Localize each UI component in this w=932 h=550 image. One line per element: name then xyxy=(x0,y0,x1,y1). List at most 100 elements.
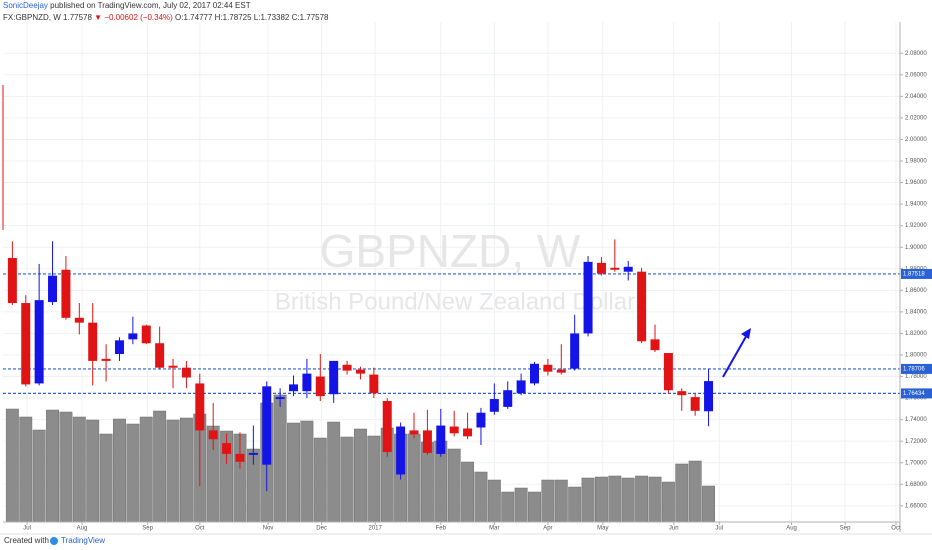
x-tick-label: Jul xyxy=(715,526,723,532)
header-line-2: FX:GBPNZD, W 1.77578 ▼ −0.00602 (−0.34%)… xyxy=(3,13,329,22)
x-tick-label: Aug xyxy=(77,526,88,532)
x-tick-label: Apr xyxy=(543,526,552,532)
volume-bar xyxy=(300,420,314,523)
candle-body xyxy=(195,383,205,431)
candle-body xyxy=(48,275,58,303)
volume-bar xyxy=(19,416,33,523)
ohlc: O:1.74777 H:1.78725 L:1.73382 C:1.77578 xyxy=(175,13,329,22)
volume-bar xyxy=(32,429,46,523)
candle-body xyxy=(208,430,218,440)
candle-body xyxy=(74,317,84,323)
candle-body xyxy=(315,376,325,397)
volume-bar xyxy=(554,479,568,523)
candle-body xyxy=(155,343,165,368)
candle-body xyxy=(128,333,138,340)
y-tick-label: 1.96000 xyxy=(905,180,927,186)
published: published on TradingView.com, July 02, 2… xyxy=(50,1,251,10)
level-label: 1.78706 xyxy=(903,366,925,372)
candle-body xyxy=(21,303,31,385)
volume-bar xyxy=(635,475,649,523)
candle-body xyxy=(302,373,312,392)
candle-body xyxy=(596,262,606,274)
y-tick-label: 1.90000 xyxy=(905,245,927,251)
volume-bar xyxy=(581,477,595,523)
x-tick-label: Nov xyxy=(263,526,274,532)
y-tick-label: 2.00000 xyxy=(905,137,927,143)
volume-bar xyxy=(367,435,381,523)
volume-bar xyxy=(327,421,341,523)
volume-layer xyxy=(5,394,715,523)
y-tick-label: 1.86000 xyxy=(905,288,927,294)
volume-bar xyxy=(46,409,59,523)
candle-body xyxy=(623,266,633,272)
level-label: 1.76434 xyxy=(903,391,925,397)
candle-body xyxy=(101,358,111,361)
y-tick-label: 2.04000 xyxy=(905,94,927,100)
watermark-name: British Pound/New Zealand Dollar xyxy=(275,288,635,315)
candle-body xyxy=(476,412,486,428)
watermark-symbol: GBPNZD, W xyxy=(320,225,581,277)
volume-bar xyxy=(179,417,193,523)
y-tick-label: 1.84000 xyxy=(905,309,927,315)
volume-bar xyxy=(661,481,675,523)
candle-body xyxy=(114,340,124,355)
volume-bar xyxy=(99,433,113,523)
volume-bar xyxy=(126,423,140,523)
y-tick-label: 1.74000 xyxy=(905,417,927,423)
axis-labels: 1.66000 1.68000 1.70000 1.72000 1.74000 1.760… xyxy=(23,51,932,532)
author-link[interactable]: SonicDeejay xyxy=(3,1,48,10)
candle-body xyxy=(88,322,98,361)
candle-body xyxy=(275,397,285,400)
y-tick-label: 1.92000 xyxy=(905,223,927,229)
candle-body xyxy=(409,430,419,435)
candle-body xyxy=(235,453,245,462)
volume-bar xyxy=(675,463,689,523)
candle-body xyxy=(530,363,540,384)
candles-layer xyxy=(7,239,714,492)
candle-body xyxy=(583,261,593,334)
volume-bar xyxy=(621,477,635,523)
candle-body xyxy=(489,399,499,412)
volume-bar xyxy=(139,416,153,523)
arrow-shaft xyxy=(722,332,749,378)
volume-bar xyxy=(702,485,715,523)
candle-body xyxy=(61,269,71,318)
volume-bar xyxy=(153,410,167,523)
candle-body xyxy=(396,426,406,475)
logo xyxy=(50,537,58,545)
candle-body xyxy=(704,381,714,412)
footer-brand[interactable]: TradingView xyxy=(61,536,105,545)
candle-body xyxy=(248,452,258,455)
candle-body xyxy=(422,430,432,453)
volume-bar xyxy=(528,491,541,523)
change: ▼ −0.00602 (−0.34%) xyxy=(94,13,173,22)
footer-created: Created with xyxy=(4,536,49,545)
header-line-1: SonicDeejay published on TradingView.com… xyxy=(3,1,251,10)
volume-bar xyxy=(113,418,126,523)
candle-body xyxy=(289,384,299,392)
x-tick-label: Mar xyxy=(489,526,499,532)
candle-body xyxy=(663,353,673,391)
volume-bar xyxy=(59,411,73,523)
level-tag xyxy=(901,268,932,279)
y-tick-label: 1.78000 xyxy=(905,374,927,380)
volume-bar xyxy=(474,471,488,523)
level-label: 1.87518 xyxy=(903,272,925,278)
volume-bar xyxy=(72,416,86,523)
candle-body xyxy=(382,400,392,452)
volume-bar xyxy=(340,436,354,523)
volume-bar xyxy=(568,486,582,523)
arrow-head xyxy=(741,328,751,339)
volume-bar xyxy=(608,475,622,523)
candle-body xyxy=(690,397,700,411)
x-tick-label: Aug xyxy=(786,526,797,532)
y-tick-label: 1.82000 xyxy=(905,331,927,337)
volume-bar xyxy=(514,487,528,523)
x-tick-label: Jun xyxy=(669,526,679,532)
candle-body xyxy=(355,369,365,374)
last-price: 1.77578 xyxy=(63,13,92,22)
candle-body xyxy=(610,267,620,270)
volume-bar xyxy=(487,479,501,523)
candle-body xyxy=(463,428,473,437)
y-tick-label: 1.66000 xyxy=(905,503,927,509)
